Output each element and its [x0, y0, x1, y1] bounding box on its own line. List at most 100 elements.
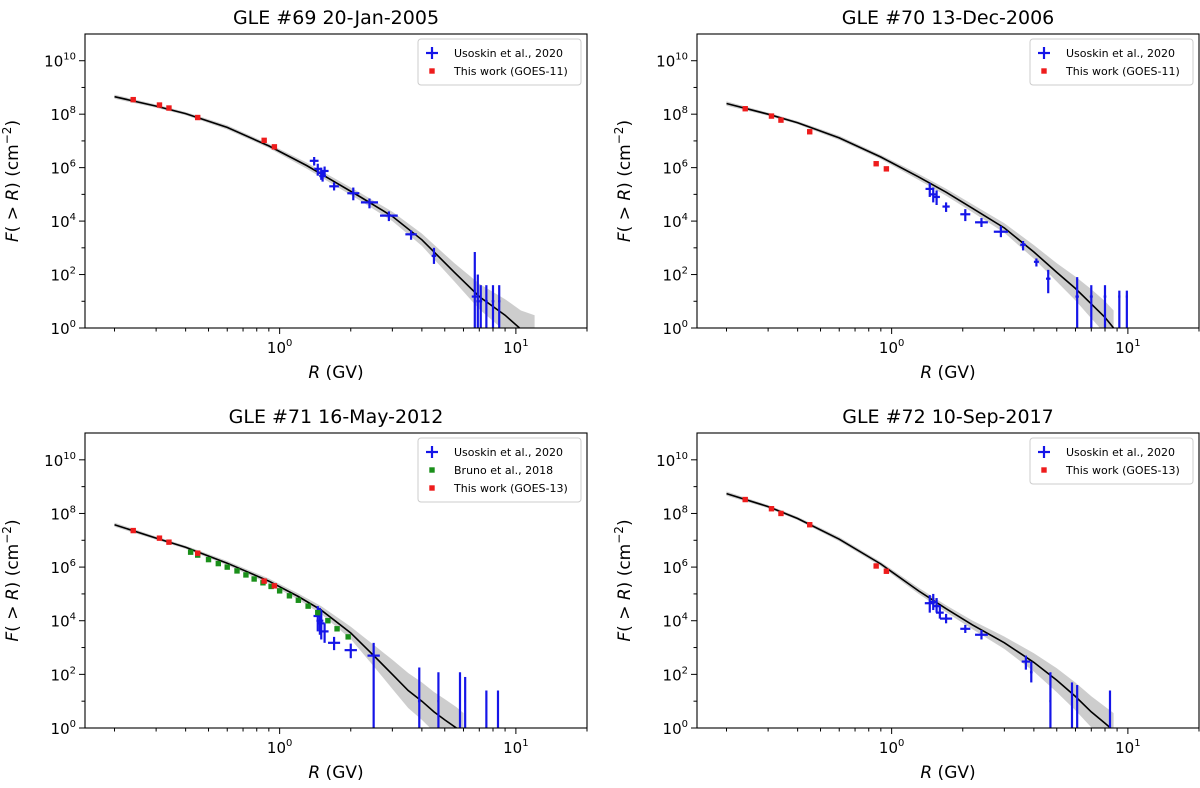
data-point — [276, 588, 283, 594]
x-axis-label: R (GV) — [308, 763, 363, 783]
errorbar-point — [485, 690, 488, 728]
legend-label: Bruno et al., 2018 — [454, 464, 553, 477]
y-tick-label: 100 — [51, 319, 76, 338]
data-point — [315, 609, 321, 616]
y-axis-label: F( > R) (cm−2) — [612, 519, 635, 641]
errorbar-point — [360, 198, 379, 209]
data-point — [166, 105, 172, 111]
legend-marker-square — [429, 485, 435, 491]
series-2 — [130, 96, 278, 150]
y-tick-label: 108 — [663, 504, 688, 523]
data-point — [271, 583, 278, 589]
x-tick-label: 101 — [503, 738, 528, 757]
errorbar-point — [960, 624, 971, 633]
data-point — [305, 603, 311, 609]
x-tick-label: 100 — [879, 338, 904, 357]
data-point — [334, 626, 340, 632]
fit-curve — [726, 492, 1112, 728]
errorbar-point — [975, 630, 988, 640]
data-point — [215, 560, 222, 567]
errorbar-point — [464, 676, 467, 728]
data-point — [243, 572, 249, 578]
errorbar-point — [320, 623, 329, 643]
legend-label: This work (GOES-11) — [453, 65, 568, 78]
errorbar-point — [936, 606, 944, 619]
y-tick-label: 106 — [51, 159, 76, 178]
errorbar-point — [496, 690, 500, 728]
data-point — [195, 550, 201, 556]
errorbar-point — [367, 642, 380, 728]
errorbar-point — [309, 157, 319, 166]
series-3 — [130, 527, 278, 589]
data-point — [261, 578, 267, 584]
data-point — [807, 522, 813, 528]
errorbar-point — [1033, 258, 1039, 267]
data-point — [271, 144, 278, 150]
legend-marker-square — [1041, 467, 1047, 473]
chart-title: GLE #69 20-Jan-2005 — [233, 7, 439, 29]
data-point — [205, 556, 212, 563]
errorbar-point — [344, 643, 357, 659]
legend: Usoskin et al., 2020 Bruno et al., 2018 Th… — [417, 437, 582, 503]
data-point — [286, 593, 293, 599]
errorbar-point — [1070, 682, 1074, 728]
data-point — [156, 102, 163, 108]
fit-uncertainty-band — [114, 94, 535, 328]
y-tick-label: 104 — [663, 612, 688, 631]
legend-label: Usoskin et al., 2020 — [454, 47, 563, 60]
data-point — [234, 568, 240, 574]
x-tick-label: 100 — [267, 338, 292, 357]
errorbar-point — [329, 182, 339, 191]
legend-label: Usoskin et al., 2020 — [1066, 446, 1175, 459]
errorbar-point — [960, 209, 971, 222]
errorbar-point — [431, 247, 437, 264]
data-point — [130, 527, 136, 534]
errorbar-point — [1029, 661, 1033, 683]
data-point — [295, 597, 302, 603]
data-point — [768, 113, 775, 119]
errorbar-point — [417, 667, 421, 728]
errorbar-point — [476, 274, 480, 328]
legend-box — [1029, 38, 1194, 86]
legend: Usoskin et al., 2020 This work (GOES-11) — [1029, 38, 1194, 86]
y-tick-label: 108 — [51, 504, 76, 523]
x-tick-label: 100 — [879, 738, 904, 757]
legend-label: Usoskin et al., 2020 — [1066, 47, 1175, 60]
errorbar-point — [1108, 690, 1112, 728]
series-2 — [742, 496, 890, 574]
y-tick-label: 102 — [663, 266, 688, 285]
plot-area — [114, 522, 500, 728]
legend-box — [417, 437, 582, 503]
y-tick-label: 1010 — [44, 451, 76, 470]
plot-area — [726, 101, 1128, 328]
data-point — [883, 568, 890, 574]
legend: Usoskin et al., 2020 This work (GOES-13) — [1029, 437, 1194, 485]
data-point — [261, 137, 267, 144]
errorbar-point — [975, 218, 988, 228]
data-point — [268, 583, 274, 590]
errorbar-point — [1118, 290, 1121, 328]
y-tick-label: 106 — [663, 558, 688, 577]
errorbar-point — [1020, 240, 1026, 251]
series-2 — [187, 549, 351, 640]
data-point — [224, 564, 230, 570]
errorbar-point — [458, 672, 462, 728]
y-tick-label: 100 — [663, 719, 688, 738]
data-point — [807, 129, 813, 135]
x-axis-label: R (GV) — [920, 763, 975, 783]
axes-frame — [84, 33, 588, 329]
data-point — [873, 161, 879, 167]
legend-marker-square — [429, 68, 435, 74]
x-axis-label: R (GV) — [308, 363, 363, 383]
data-point — [325, 618, 331, 624]
axes-frame — [84, 432, 588, 729]
errorbar-point — [347, 187, 360, 201]
data-point — [873, 563, 879, 569]
legend-label: Usoskin et al., 2020 — [454, 446, 563, 459]
errorbar-point — [940, 613, 953, 624]
legend-label: This work (GOES-11) — [1065, 65, 1180, 78]
y-tick-label: 1010 — [44, 52, 76, 71]
chart-title: GLE #70 13-Dec-2006 — [842, 7, 1055, 29]
legend-box — [417, 38, 582, 86]
fit-uncertainty-band — [726, 491, 1114, 728]
